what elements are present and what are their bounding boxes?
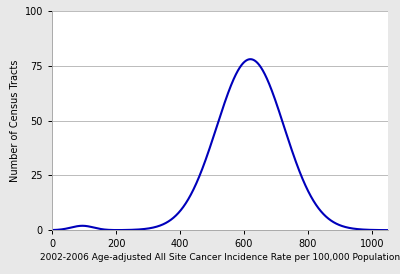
Y-axis label: Number of Census Tracts: Number of Census Tracts <box>10 59 20 182</box>
X-axis label: 2002-2006 Age-adjusted All Site Cancer Incidence Rate per 100,000 Population: 2002-2006 Age-adjusted All Site Cancer I… <box>40 253 400 262</box>
